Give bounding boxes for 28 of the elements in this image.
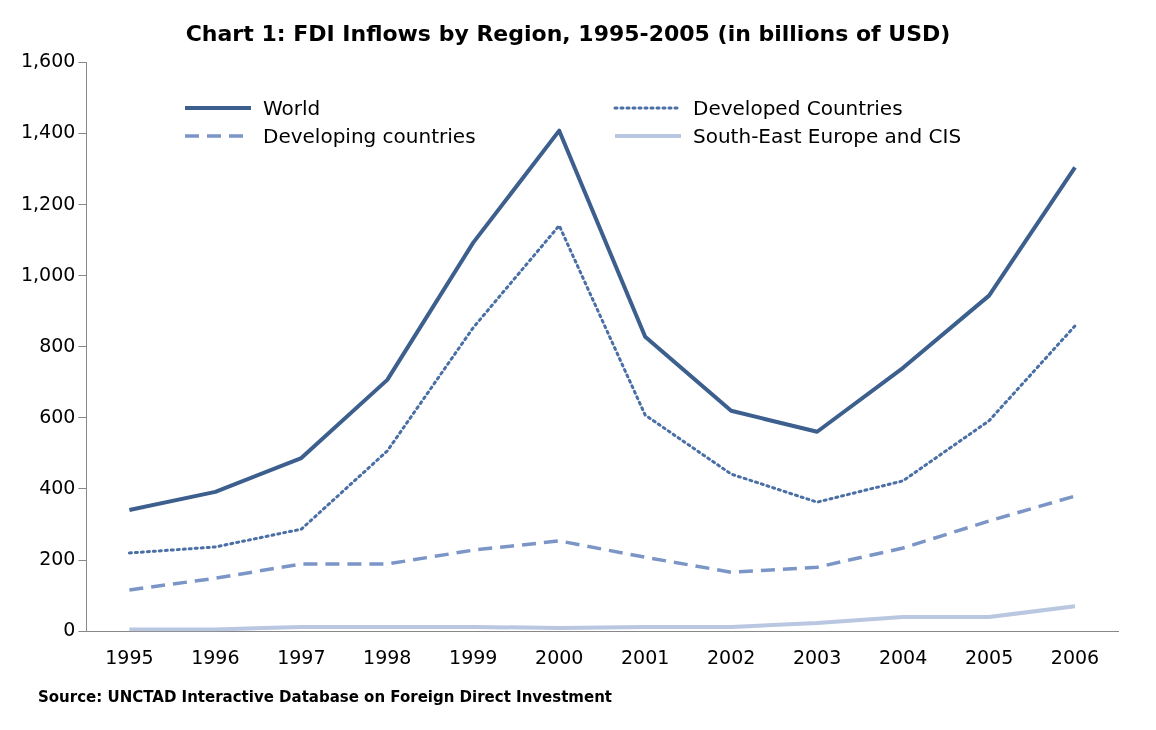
x-tick-label: 2005 — [964, 645, 1014, 668]
y-tick-label: 600 — [39, 404, 76, 427]
chart-title: Chart 1: FDI Inflows by Region, 1995-2005 (in billions of USD) — [185, 20, 951, 46]
y-tick-label: 1,600 — [20, 49, 76, 72]
x-tick-label: 1995 — [105, 645, 154, 668]
y-tick-label: 800 — [39, 333, 76, 356]
y-tick-label: 1,400 — [20, 120, 76, 143]
legend-label: Developed Countries — [693, 96, 903, 120]
x-tick-label: 2006 — [1050, 645, 1100, 668]
x-tick-label: 1997 — [277, 645, 326, 668]
legend-label: Developing countries — [263, 124, 476, 148]
line-series — [127, 224, 1077, 555]
x-tick-label: 2000 — [535, 645, 584, 668]
x-tick-label: 1996 — [191, 645, 240, 668]
legend-label: World — [263, 96, 321, 120]
x-tick-label: 2002 — [706, 645, 756, 668]
y-tick-label: 1,000 — [20, 262, 76, 285]
x-tick-label: 2001 — [621, 645, 670, 668]
y-tick-label: 1,200 — [20, 191, 76, 214]
y-tick-label: 0 — [63, 618, 76, 641]
x-tick-label: 2003 — [792, 645, 842, 668]
y-tick-label: 400 — [39, 475, 76, 498]
source-note: Source: UNCTAD Interactive Database on Foreign Direct Investment — [38, 688, 614, 706]
x-tick-label: 1999 — [449, 645, 498, 668]
legend-label: South-East Europe and CIS — [693, 124, 962, 148]
y-tick-label: 200 — [39, 547, 76, 570]
x-tick-label: 1998 — [363, 645, 412, 668]
x-tick-label: 2004 — [878, 645, 928, 668]
